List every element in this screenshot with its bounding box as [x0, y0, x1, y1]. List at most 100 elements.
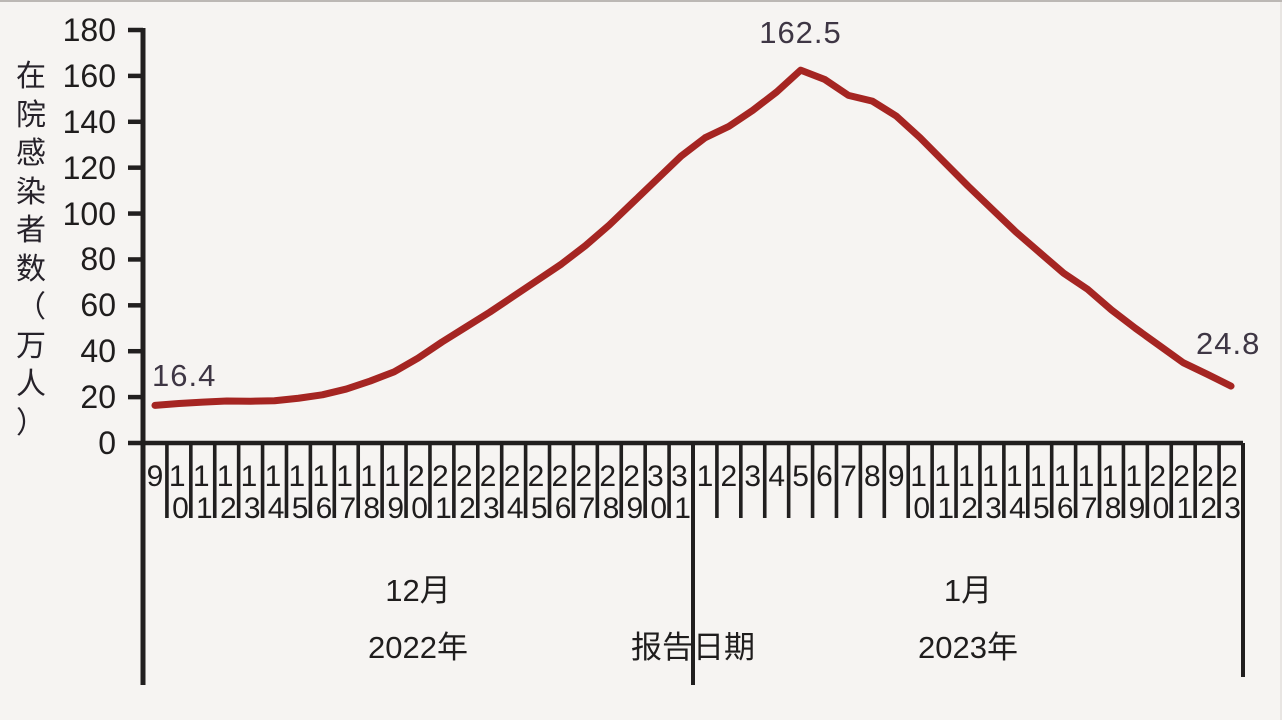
- day-digit: 5: [792, 460, 809, 493]
- day-digit: 1: [216, 460, 234, 493]
- y-tick-label: 80: [80, 241, 116, 278]
- y-axis-title-char: 人: [16, 368, 46, 401]
- day-digit: 0: [913, 492, 931, 525]
- day-digit: 1: [240, 460, 258, 493]
- month-label-december: 12月: [385, 573, 451, 608]
- day-digit: 2: [1149, 460, 1167, 493]
- day-digit: 2: [219, 492, 237, 525]
- day-digit: 1: [1125, 460, 1143, 493]
- day-digit: 7: [840, 460, 857, 493]
- day-digit: 2: [551, 460, 569, 493]
- y-axis-title: 在院感染者数 （ 万人 ）: [12, 58, 50, 443]
- day-digit: 3: [1224, 492, 1241, 525]
- day-digit: 1: [360, 460, 377, 493]
- day-digit: 1: [312, 460, 330, 493]
- day-digit: 3: [243, 492, 261, 525]
- x-tick-label-day: 6: [813, 460, 837, 534]
- day-digit: 1: [981, 460, 999, 493]
- y-axis-title-char: 感: [16, 137, 46, 170]
- day-digit: 1: [1101, 460, 1119, 493]
- day-digit: 2: [503, 460, 521, 493]
- year-label-2023: 2023年: [918, 630, 1018, 665]
- day-digit: 9: [146, 460, 164, 493]
- day-digit: 4: [506, 492, 524, 525]
- x-tick-label-day: 2: [717, 460, 741, 534]
- day-digit: 2: [455, 460, 473, 493]
- day-digit: 3: [483, 492, 500, 525]
- annotation-end-value: 24.8: [1196, 326, 1261, 361]
- x-axis-title-report-date: 报告日期: [631, 630, 755, 665]
- infections-line-series: [151, 66, 1235, 409]
- x-tick-label-day: 5: [789, 460, 813, 534]
- y-tick-label: 100: [62, 195, 116, 232]
- day-digit: 2: [527, 460, 545, 493]
- x-tick-label-day: 7: [836, 460, 860, 534]
- x-tick-label-day: 9: [884, 462, 908, 534]
- day-digit: 2: [961, 492, 978, 525]
- y-tick-label: 160: [62, 57, 116, 94]
- day-digit: 0: [411, 492, 428, 525]
- day-digit: 5: [291, 492, 309, 525]
- y-tick-label: 120: [62, 149, 116, 186]
- day-digit: 2: [720, 460, 738, 493]
- day-digit: 7: [578, 492, 596, 525]
- day-digit: 1: [168, 460, 186, 493]
- day-digit: 1: [264, 460, 282, 493]
- day-digit: 7: [339, 492, 357, 525]
- day-digit: 6: [816, 460, 833, 493]
- y-axis-title-char: 万: [16, 329, 46, 363]
- day-digit: 4: [768, 460, 786, 493]
- x-tick-label-day: 1: [693, 462, 717, 534]
- y-axis-title-char: （: [16, 291, 46, 324]
- day-digit: 1: [958, 460, 975, 493]
- x-tick-label-day: 3: [741, 460, 765, 534]
- y-tick-label: 60: [80, 287, 116, 324]
- y-axis-title-char: 在: [16, 60, 46, 93]
- day-digit: 1: [336, 460, 353, 493]
- day-digit: 3: [744, 460, 762, 493]
- y-tick-label: 20: [80, 379, 116, 416]
- day-digit: 2: [1173, 460, 1190, 493]
- y-axis-title-char: 院: [16, 98, 46, 132]
- day-digit: 2: [459, 492, 476, 525]
- y-axis-title-char: 者: [16, 214, 46, 247]
- day-digit: 8: [1104, 492, 1122, 525]
- day-digit: 2: [1197, 460, 1214, 493]
- day-digit: 1: [196, 492, 213, 525]
- day-digit: 2: [479, 460, 497, 493]
- day-digit: 3: [985, 492, 1002, 525]
- day-digit: 1: [674, 492, 691, 525]
- y-tick-label: 140: [62, 103, 116, 140]
- day-digit: 4: [1009, 492, 1026, 525]
- day-digit: 1: [435, 492, 452, 525]
- day-digit: 3: [671, 460, 688, 493]
- day-digit: 2: [408, 460, 425, 493]
- day-digit: 5: [530, 492, 548, 525]
- year-label-2022: 2022年: [368, 630, 468, 665]
- day-digit: 1: [934, 460, 951, 493]
- day-digit: 1: [937, 492, 955, 525]
- day-digit: 0: [650, 492, 668, 525]
